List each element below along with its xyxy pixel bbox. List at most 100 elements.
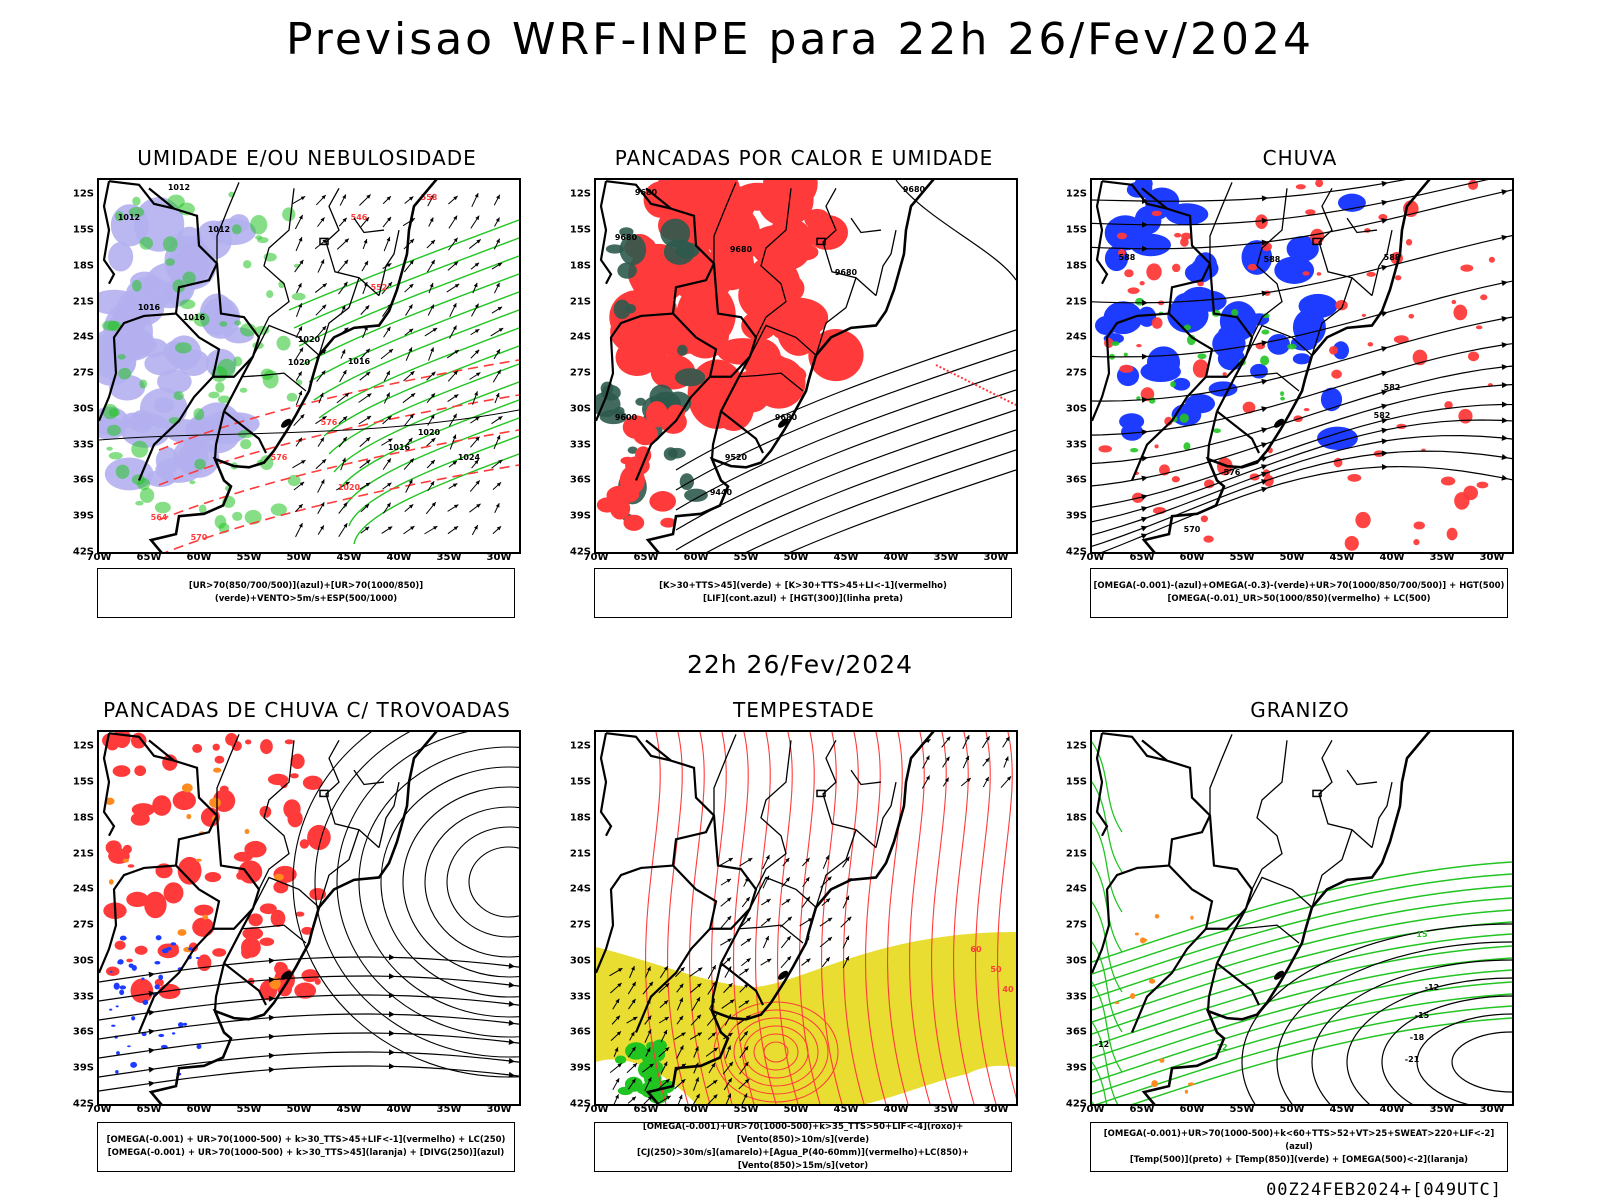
divergence-blue-area [131,1016,136,1021]
legend-line: [LIF](cont.azul) + [HGT(300)](linha pret… [702,594,904,604]
streamline [1092,316,1512,402]
wind-vector [402,392,416,404]
omega-green-area [1183,442,1191,451]
wind-vector [426,459,436,469]
rain-red-area [1203,535,1214,543]
wind-vector [403,259,415,273]
state-border [241,372,307,392]
streamline-arrow [1501,189,1508,196]
thunder-red-area [241,945,253,959]
humidity-green-area [139,487,155,503]
rain-red-area [1295,184,1306,190]
latitude-tick-label: 27S [569,367,591,379]
humidity-green-area [132,279,142,292]
legend-line: [K>30+TTS>45](verde) + [K>30+TTS>45+LI<-… [659,581,947,591]
legend-line: [OMEGA(-0.001)+UR>70(1000-500)+k>35_TTS>… [642,1122,964,1145]
thunder-red-area [275,961,286,968]
streamline-arrow [1381,389,1388,396]
wind-vector [359,482,371,490]
longitude-tick-label: 65W [633,552,659,563]
streamline [380,766,519,998]
contour-label: 1020 [418,428,441,437]
wind-vector [382,415,392,425]
state-border [755,188,792,338]
contour-label: 9680 [775,413,798,422]
wind-vector [292,459,306,469]
latitude-tick-label: 15S [569,224,591,236]
country-border [102,180,116,285]
humidity-green-area [194,458,206,470]
thunder-red-area [219,785,229,793]
streamline-arrow [148,1066,155,1073]
streamline-arrow [388,1063,395,1070]
wind-vector [609,1063,623,1073]
wind-vector [674,1078,686,1090]
streamline [1092,189,1512,250]
wind-vector [658,1078,670,1090]
green-contour [308,291,519,383]
wind850-green-area [641,1047,660,1065]
thunder-red-area [294,982,317,999]
wind-vector [295,371,303,381]
omega-green-area [1170,381,1176,388]
wind-vector [659,1000,669,1008]
convective-red-area [776,304,821,356]
map-canvas: 1012101210121016101610201020101610201024… [99,180,519,552]
thunder-orange-area [209,797,221,808]
humidity-green-area [250,215,268,235]
temp850-contour [1092,821,1123,913]
streamline-arrow [1261,406,1268,413]
state-border [318,829,360,908]
streamline-arrow [1381,310,1388,317]
latitude-tick-label: 27S [72,919,94,931]
omega-green-area [1260,355,1270,366]
wind-vector [317,437,325,447]
divergence-blue-area [154,960,161,965]
legend-pancadas-por-calor-e-umidade: [K>30+TTS>45](verde) + [K>30+TTS>45+LI<-… [594,568,1012,618]
legend-tempestade: [OMEGA(-0.001)+UR>70(1000-500)+k>35_TTS>… [594,1122,1012,1172]
contour-label: 1024 [458,453,481,462]
wind-vector [842,955,850,969]
divergence-blue-area [161,948,169,954]
state-border [1234,924,1300,944]
omega-blue-area [1128,224,1153,239]
humidity-green-area [208,391,220,399]
green-contour [288,219,519,311]
rain-red-area [1303,408,1310,412]
wind-vector [626,1062,638,1074]
latitude-tick-label: 33S [569,991,591,1003]
humidity-green-area [257,237,269,244]
convective-green-area [619,227,634,237]
convective-red-area [620,456,635,465]
state-border [241,924,307,944]
wind-vector [644,1015,652,1025]
latitude-tick-label: 33S [569,439,591,451]
wind-vector [658,982,670,994]
rain-red-area [1180,237,1189,247]
omega500-orange-area [1187,1082,1195,1086]
streamline-arrow [1260,464,1268,470]
country-border [599,180,613,285]
rain-red-area [1154,444,1159,449]
latitude-tick-label: 15S [72,776,94,788]
streamline-arrow [1140,516,1148,523]
legend-granizo: [OMEGA(-0.001)+UR>70(1000-500)+k<60+TTS>… [1090,1122,1508,1172]
contour-label: -12 [1095,1040,1109,1049]
divergence-blue-area [141,977,145,981]
wind-vector [981,735,991,749]
wind-vector [629,965,635,979]
thunder-red-area [248,913,263,927]
temp850-contour [1092,957,1512,1059]
wind-vector [780,935,792,949]
wind-vector [470,436,480,448]
streamline-arrow [1261,217,1268,224]
latitude-tick-label: 33S [72,991,94,1003]
thunder-red-area [244,840,267,858]
map-pancadas-de-chuva-c-trovoadas [97,730,521,1106]
contour-label: 558 [421,193,438,202]
humidity-green-area [108,408,120,417]
wind-vector [336,392,350,404]
wind-vector [403,525,415,535]
wind-vector [781,898,791,906]
wind-vector [739,1045,749,1059]
